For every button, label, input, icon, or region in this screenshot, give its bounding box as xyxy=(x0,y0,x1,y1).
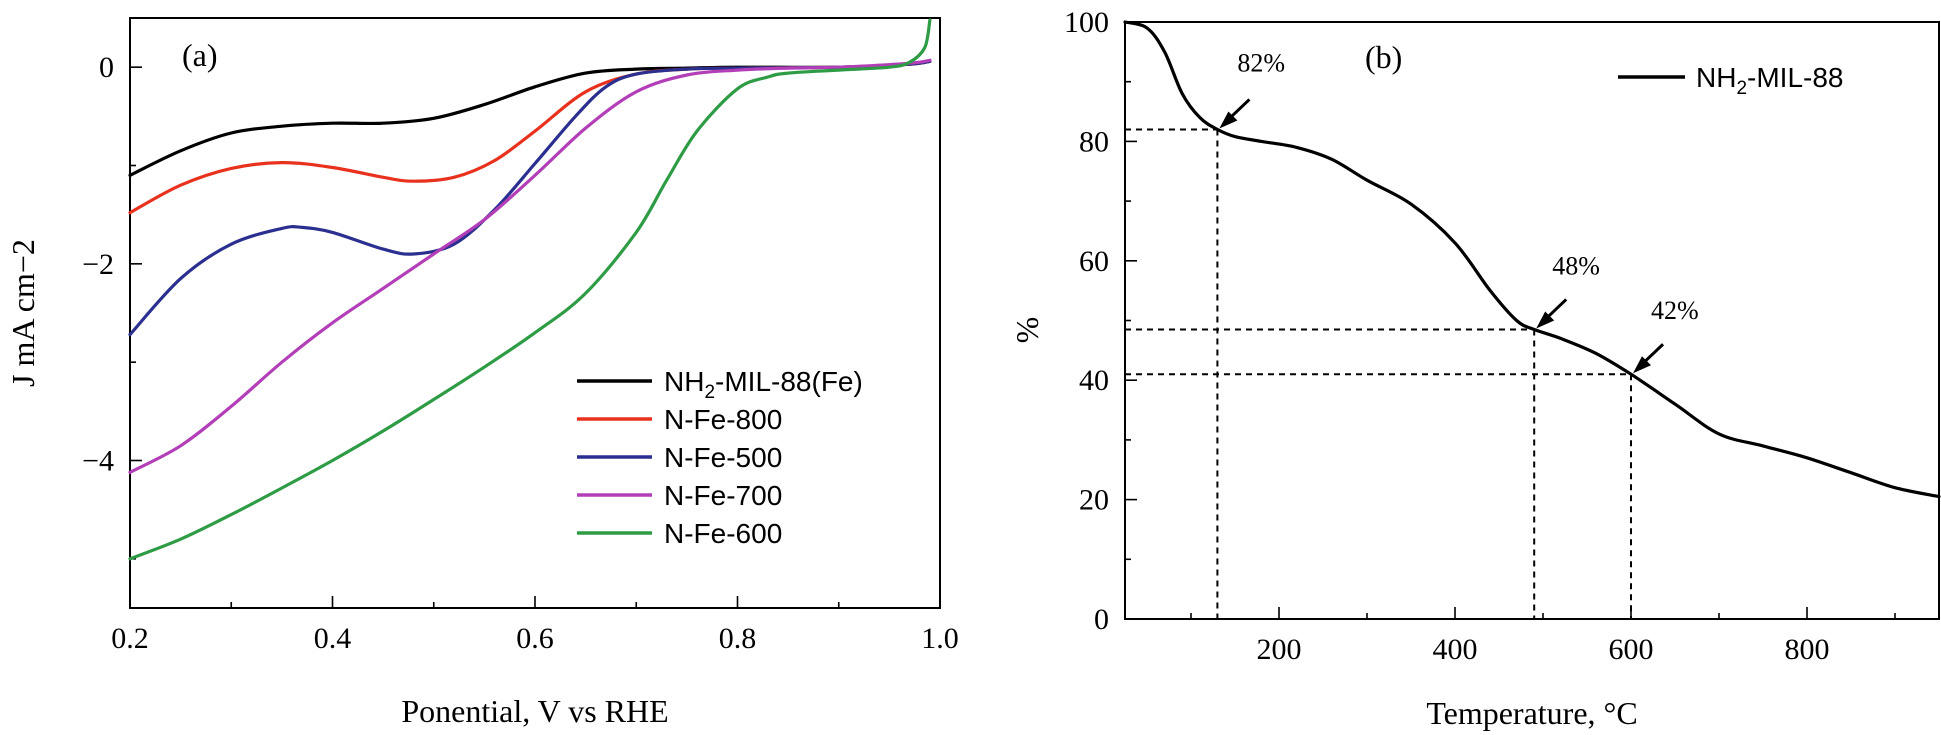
y-tick-label: 60 xyxy=(1079,245,1109,278)
legend-label: N-Fe-700 xyxy=(664,480,782,511)
annotation-label: 82% xyxy=(1237,48,1285,77)
panel-b-ticks: 200 400 600 800 0 20 40 60 80 100 xyxy=(1064,6,1896,666)
x-tick-label: 800 xyxy=(1785,633,1830,666)
legend-label: N-Fe-600 xyxy=(664,518,782,549)
y-tick-label: 40 xyxy=(1079,364,1109,397)
panel-a-curves xyxy=(128,18,932,561)
annotation-arrowhead xyxy=(1633,356,1651,374)
panel-a-ticks: 0.2 0.4 0.6 0.8 1.0 0 −2 −4 xyxy=(82,51,959,655)
panel-a-legend: NH2-MIL-88(Fe)N-Fe-800 N-Fe-500 N-Fe-700 N-… xyxy=(577,366,863,549)
legend-label: NH2-MIL-88(Fe) xyxy=(664,366,863,403)
x-tick-label: 200 xyxy=(1257,633,1302,666)
legend-label: N-Fe-800 xyxy=(664,404,782,435)
x-tick-label: 0.4 xyxy=(314,622,352,655)
panel-a-ylabel: J mA cm−2 xyxy=(5,239,41,387)
y-tick-label: −4 xyxy=(82,445,114,478)
panel-a-frame xyxy=(129,17,941,609)
annotation-label: 48% xyxy=(1552,251,1600,280)
y-tick-label: −2 xyxy=(82,248,114,281)
series-line-n-fe-600 xyxy=(128,18,932,561)
x-tick-label: 0.6 xyxy=(516,622,554,655)
x-tick-label: 0.2 xyxy=(111,622,149,655)
y-tick-label: 20 xyxy=(1079,484,1109,517)
series-line-nh2-mil-88-fe- xyxy=(128,59,932,177)
annotation-label: 42% xyxy=(1651,296,1699,325)
legend-label: NH2-MIL-88 xyxy=(1696,62,1844,99)
panel-b: 200 400 600 800 0 20 40 60 80 100 82% 48% 42% (b) T… xyxy=(1009,6,1941,731)
panel-a: 0.2 0.4 0.6 0.8 1.0 0 −2 −4 (a) Ponential, V vs… xyxy=(5,17,959,729)
panel-b-label: (b) xyxy=(1365,39,1402,75)
y-tick-label: 80 xyxy=(1079,125,1109,158)
series-line-n-fe-800 xyxy=(128,59,932,215)
panel-b-ylabel: % xyxy=(1009,317,1045,344)
series-line-n-fe-700 xyxy=(128,58,932,474)
panel-b-legend: NH2-MIL-88 xyxy=(1618,62,1844,99)
panel-b-frame xyxy=(1124,21,1940,620)
panel-a-xlabel: Ponential, V vs RHE xyxy=(401,693,668,729)
panel-b-curves xyxy=(1123,20,1941,499)
panel-b-annotations: 82% 48% 42% xyxy=(1219,48,1699,374)
x-tick-label: 400 xyxy=(1433,633,1478,666)
annotation-arrowhead xyxy=(1219,111,1238,129)
series-line-nh2-mil-88 xyxy=(1123,20,1941,499)
panel-a-label: (a) xyxy=(182,37,218,73)
y-tick-label: 0 xyxy=(1094,603,1109,636)
x-tick-label: 600 xyxy=(1609,633,1654,666)
x-tick-label: 0.8 xyxy=(719,622,757,655)
panel-b-guides xyxy=(1125,128,1632,619)
series-line-n-fe-500 xyxy=(128,59,932,337)
annotation-arrowhead xyxy=(1536,311,1555,329)
y-tick-label: 0 xyxy=(99,51,114,84)
y-tick-label: 100 xyxy=(1064,6,1109,39)
legend-label: N-Fe-500 xyxy=(664,442,782,473)
panel-b-xlabel: Temperature, °C xyxy=(1426,695,1637,731)
x-tick-label: 1.0 xyxy=(921,622,959,655)
